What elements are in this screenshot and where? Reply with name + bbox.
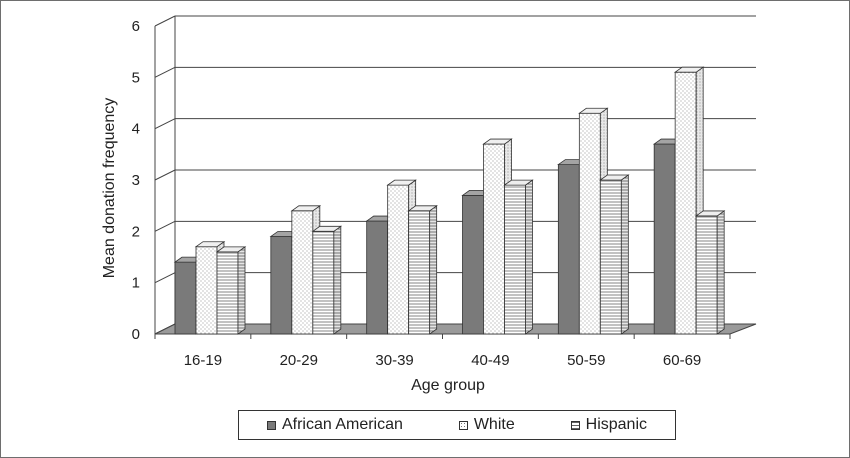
- legend-item-african-american: African American: [266, 416, 403, 434]
- bar: [599, 179, 622, 335]
- x-tick-label: 50-59: [567, 352, 605, 369]
- y-tick-label: 5: [132, 69, 140, 86]
- x-tick-label: 60-69: [663, 352, 701, 369]
- legend-label: African American: [281, 416, 403, 433]
- legend-label: White: [473, 416, 515, 433]
- bar-side: [716, 210, 725, 335]
- x-tick-label: 16-19: [184, 352, 222, 369]
- legend: African American White Hispanic: [238, 410, 676, 440]
- bar-top: [194, 241, 226, 248]
- bars: [173, 66, 726, 335]
- bar-top: [694, 210, 726, 217]
- bar-top: [407, 205, 438, 212]
- legend-label: Hispanic: [585, 416, 647, 433]
- bar-top: [578, 107, 609, 114]
- y-tick-label: 4: [132, 121, 140, 138]
- bar-side: [333, 225, 342, 335]
- bar: [653, 143, 676, 335]
- y-tick-label: 3: [132, 172, 140, 189]
- bar: [174, 261, 197, 335]
- bar: [504, 184, 526, 335]
- bar-top: [673, 66, 705, 73]
- legend-item-white: White: [458, 416, 515, 434]
- bar-top: [290, 205, 322, 212]
- y-tick-label: 6: [132, 18, 140, 35]
- bar-top: [599, 174, 630, 181]
- bar-top: [503, 179, 534, 186]
- bar: [578, 112, 601, 335]
- bar: [366, 220, 389, 335]
- x-axis-label: Age group: [411, 377, 485, 394]
- bar: [270, 236, 293, 335]
- gridline-diagonal: [154, 15, 176, 27]
- y-axis-label: Mean donation frequency: [101, 98, 118, 279]
- gridline-diagonal: [154, 169, 176, 181]
- bar-side: [620, 174, 629, 335]
- bar-top: [386, 179, 417, 186]
- bar: [462, 194, 484, 335]
- bar-top: [482, 138, 513, 145]
- bar: [408, 210, 431, 335]
- y-tick-label: 2: [132, 223, 140, 240]
- bar: [195, 246, 218, 335]
- bar-side: [237, 246, 246, 335]
- bar: [216, 251, 239, 335]
- legend-swatch-dots: [458, 420, 468, 430]
- bar-top: [311, 225, 343, 232]
- y-tick-label: 0: [132, 326, 140, 343]
- bar: [312, 230, 335, 335]
- legend-swatch-solid: [266, 420, 276, 430]
- bar: [674, 71, 697, 335]
- gridline-diagonal: [154, 66, 176, 78]
- x-tick-label: 30-39: [375, 352, 413, 369]
- bar-side: [429, 205, 438, 335]
- gridline-diagonal: [154, 272, 176, 284]
- bar: [483, 143, 505, 335]
- bar: [695, 215, 718, 335]
- bar-side: [525, 179, 533, 335]
- legend-swatch-hlines: [570, 420, 580, 430]
- y-tick-label: 1: [132, 275, 140, 292]
- bar-top: [215, 246, 247, 253]
- bar: [557, 164, 580, 335]
- x-tick-label: 40-49: [471, 352, 509, 369]
- gridline-diagonal: [154, 118, 176, 130]
- x-tick-label: 20-29: [280, 352, 318, 369]
- tick-labels: 0 1 2 3 4 5 6 16-19 20-29 30-39 40-49 50-59 60-69: [132, 18, 702, 369]
- bar: [291, 210, 314, 335]
- gridline-diagonal: [154, 220, 176, 232]
- legend-item-hispanic: Hispanic: [570, 416, 647, 434]
- bar: [387, 184, 410, 335]
